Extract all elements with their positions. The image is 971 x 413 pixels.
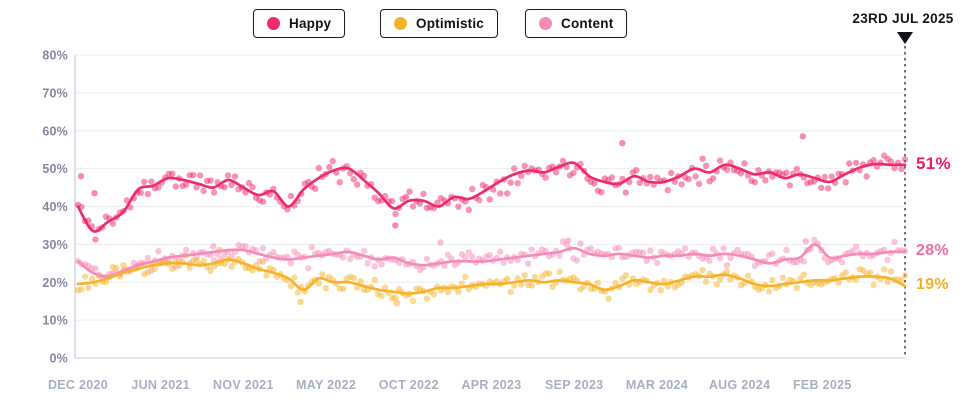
trend-line-optimistic [76, 258, 907, 295]
y-axis-tick-label: 80% [42, 49, 68, 63]
y-axis-tick-label: 20% [42, 276, 68, 290]
y-axis-tick-label: 0% [50, 352, 68, 366]
end-label-content: 28% [916, 241, 949, 259]
legend-label-content: Content [561, 16, 614, 31]
y-axis-tick-label: 70% [42, 86, 68, 100]
legend-label-optimistic: Optimistic [416, 16, 485, 31]
legend-item-optimistic[interactable]: Optimistic [380, 9, 499, 38]
legend-label-happy: Happy [289, 16, 332, 31]
y-axis-tick-label: 30% [42, 238, 68, 252]
end-label-optimistic: 19% [916, 276, 949, 294]
x-axis-tick-label: OCT 2022 [379, 378, 439, 392]
end-label-happy: 51% [916, 153, 951, 173]
trend-line-content [76, 243, 907, 278]
x-axis-tick-label: FEB 2025 [793, 378, 852, 392]
legend-item-happy[interactable]: Happy [253, 9, 346, 38]
x-axis-tick-label: MAR 2024 [626, 378, 688, 392]
x-axis-tick-label: NOV 2021 [213, 378, 274, 392]
x-axis-tick-label: AUG 2024 [709, 378, 770, 392]
content-dot-icon [539, 17, 552, 30]
x-axis-tick-label: JUN 2021 [131, 378, 190, 392]
y-axis-tick-label: 50% [42, 162, 68, 176]
optimistic-dot-icon [394, 17, 407, 30]
legend-item-content[interactable]: Content [525, 9, 628, 38]
x-axis-tick-label: SEP 2023 [545, 378, 603, 392]
y-axis-tick-label: 60% [42, 124, 68, 138]
x-axis-tick-label: APR 2023 [461, 378, 521, 392]
end-date-marker-triangle [897, 32, 913, 44]
y-axis-tick-label: 40% [42, 200, 68, 214]
end-date-annotation: 23RD JUL 2025 [852, 11, 954, 26]
happy-dot-icon [267, 17, 280, 30]
x-axis-tick-label: MAY 2022 [296, 378, 356, 392]
trend-line-happy [76, 161, 907, 233]
x-axis-tick-label: DEC 2020 [48, 378, 108, 392]
y-axis-tick-label: 10% [42, 314, 68, 328]
scatter-happy [74, 133, 909, 243]
